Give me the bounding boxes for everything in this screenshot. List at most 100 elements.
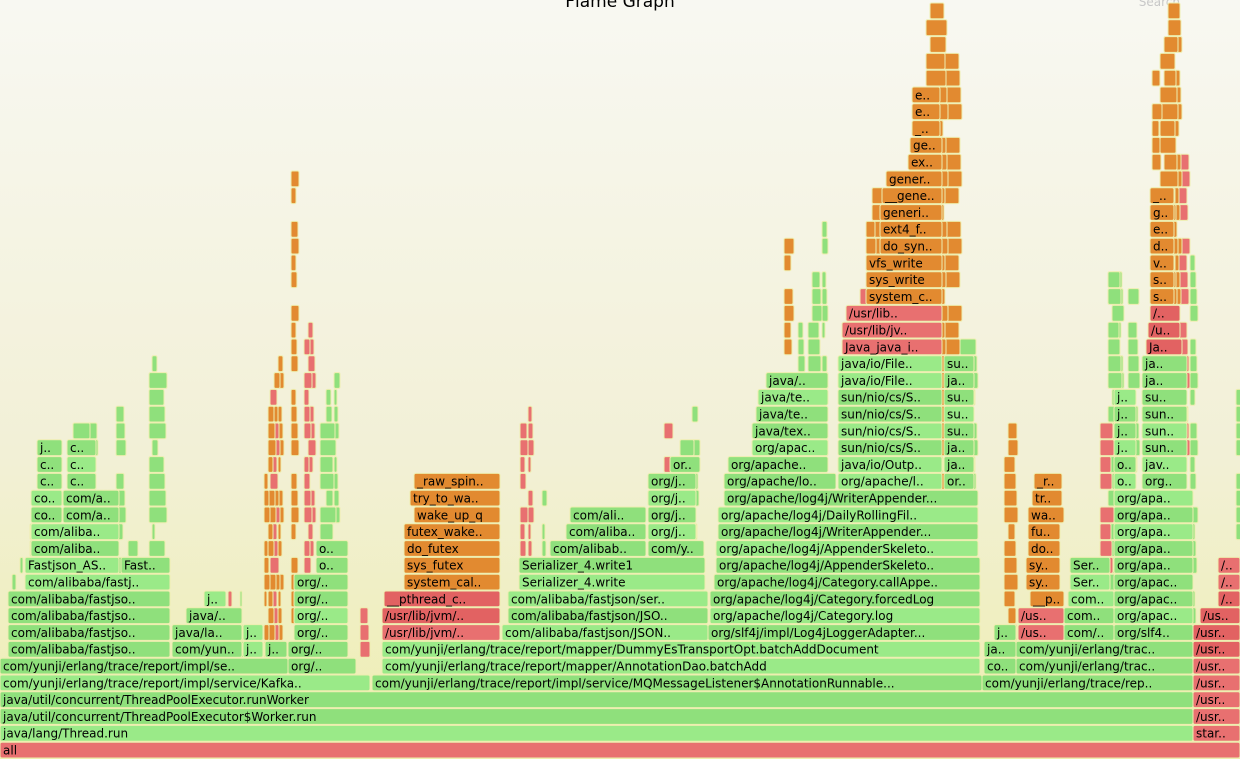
flame-frame-rect[interactable] xyxy=(171,624,243,641)
flame-frame-sliver[interactable] xyxy=(783,254,792,272)
flame-frame-rect[interactable] xyxy=(1113,590,1194,608)
flame-frame[interactable]: org/apache/log4j/AppenderSkeleto..org/ap… xyxy=(715,540,979,557)
flame-frame-sliver[interactable] xyxy=(1163,69,1177,87)
flame-frame-sliver[interactable] xyxy=(290,506,300,524)
flame-frame[interactable]: Serializer_4.writeSerializer_4.write xyxy=(518,573,706,591)
flame-frame[interactable]: su..su... xyxy=(1141,388,1188,406)
flame-frame-sliver[interactable] xyxy=(1235,472,1240,490)
flame-frame-rect[interactable] xyxy=(981,674,1194,692)
flame-frame-rect[interactable] xyxy=(1113,388,1137,406)
flame-frame[interactable]: org/apac..org/apac... xyxy=(1113,607,1194,625)
flame-frame-rect[interactable] xyxy=(315,556,349,574)
flame-frame-sliver[interactable] xyxy=(319,422,336,440)
flame-frame-sliver[interactable] xyxy=(691,405,699,423)
flame-frame[interactable]: java/la..java/la... xyxy=(171,624,243,641)
flame-frame-rect[interactable] xyxy=(837,439,943,457)
flame-frame[interactable]: ext4_f..ext4_f... xyxy=(879,220,943,238)
flame-frame[interactable]: j..j... xyxy=(993,624,1017,641)
flame-frame-sliver[interactable] xyxy=(303,489,312,507)
flame-frame[interactable]: com/ali..com/ali... xyxy=(569,506,647,524)
flame-frame[interactable]: ja..ja... xyxy=(1141,372,1188,389)
flame-frame[interactable]: org/apache..org/apache... xyxy=(727,456,829,473)
flame-frame-rect[interactable] xyxy=(837,355,943,373)
flame-frame[interactable]: java/..java/... xyxy=(185,607,243,625)
search-button[interactable]: Search xyxy=(1138,0,1180,9)
flame-frame[interactable]: sun..sun... xyxy=(1141,439,1188,457)
flame-frame[interactable]: j..j... xyxy=(264,640,288,658)
flame-frame-rect[interactable] xyxy=(1141,422,1188,440)
flame-frame-sliver[interactable] xyxy=(267,456,274,473)
flame-frame-rect[interactable] xyxy=(36,456,63,473)
flame-frame-rect[interactable] xyxy=(885,170,943,188)
flame-frame-sliver[interactable] xyxy=(1003,456,1016,473)
flame-frame-sliver[interactable] xyxy=(679,439,695,457)
flame-frame[interactable]: sys_futexsys_futex xyxy=(403,556,501,574)
flame-frame[interactable]: /usr../usr/lib/jvm/... xyxy=(1192,691,1240,709)
flame-frame[interactable]: com/aliba..com/aliba... xyxy=(565,523,647,541)
flame-frame[interactable]: com/aliba..com/aliba... xyxy=(30,523,120,541)
flame-frame[interactable]: fu..fu... xyxy=(1027,523,1061,541)
flame-frame[interactable]: /usr../usr... xyxy=(1192,624,1240,641)
flame-frame-sliver[interactable] xyxy=(267,422,276,440)
flame-frame-rect[interactable] xyxy=(24,573,171,591)
flame-frame-sliver[interactable] xyxy=(929,36,947,53)
flame-frame-sliver[interactable] xyxy=(263,472,269,490)
flame-frame-sliver[interactable] xyxy=(115,405,125,423)
flame-frame[interactable]: /../... xyxy=(1217,556,1240,574)
flame-frame-rect[interactable] xyxy=(1063,607,1115,625)
flame-frame-rect[interactable] xyxy=(1192,674,1240,692)
flame-frame-sliver[interactable] xyxy=(290,254,297,272)
flame-frame[interactable]: o..o... xyxy=(315,540,349,557)
flame-frame-sliver[interactable] xyxy=(1151,103,1163,121)
flame-frame-sliver[interactable] xyxy=(263,590,268,608)
flame-frame[interactable]: generi..generi... xyxy=(879,204,943,221)
flame-frame-rect[interactable] xyxy=(30,540,120,557)
flame-frame-rect[interactable] xyxy=(293,590,349,608)
flame-frame-rect[interactable] xyxy=(381,640,981,658)
flame-frame-sliver[interactable] xyxy=(333,489,340,507)
flame-frame-sliver[interactable] xyxy=(1099,472,1113,490)
flame-frame[interactable]: com/a..com/a... xyxy=(62,506,120,524)
flame-frame-sliver[interactable] xyxy=(148,456,165,473)
flame-frame-sliver[interactable] xyxy=(1127,288,1140,305)
flame-frame-sliver[interactable] xyxy=(127,540,139,557)
flame-frame[interactable]: j..j... xyxy=(242,640,264,658)
flame-frame[interactable]: su..su... xyxy=(943,355,975,373)
flame-frame-sliver[interactable] xyxy=(527,405,533,423)
flame-frame[interactable]: org/j..org/j... xyxy=(647,523,697,541)
flame-frame[interactable]: ex..ex... xyxy=(907,153,943,171)
flame-frame-rect[interactable] xyxy=(1141,439,1188,457)
flame-frame-rect[interactable] xyxy=(36,472,63,490)
flame-frame-sliver[interactable] xyxy=(303,338,311,356)
flame-frame[interactable]: tr..tr... xyxy=(1031,489,1063,507)
flame-frame-rect[interactable] xyxy=(1069,556,1111,574)
flame-frame-sliver[interactable] xyxy=(290,237,300,255)
flame-frame[interactable]: j..j... xyxy=(1113,422,1137,440)
flame-frame-sliver[interactable] xyxy=(290,187,297,205)
flame-frame-sliver[interactable] xyxy=(1235,489,1240,507)
flame-frame-sliver[interactable] xyxy=(1189,422,1198,440)
flame-frame-rect[interactable] xyxy=(66,439,97,457)
flame-frame[interactable]: org/apa..org/apa... xyxy=(1113,540,1194,557)
flame-frame-sliver[interactable] xyxy=(821,237,829,255)
flame-frame[interactable]: org/..org/... xyxy=(293,590,349,608)
flame-frame[interactable]: /us../us... xyxy=(1017,624,1065,641)
flame-frame-rect[interactable] xyxy=(569,506,647,524)
flame-frame-rect[interactable] xyxy=(264,640,288,658)
flame-frame[interactable]: java/..java/... xyxy=(765,372,829,389)
flame-frame-rect[interactable] xyxy=(707,624,981,641)
flame-frame-rect[interactable] xyxy=(549,540,647,557)
flame-frame[interactable]: com/alibaba/fastjso..com/alibaba/fastjso… xyxy=(7,640,171,658)
flame-frame-sliver[interactable] xyxy=(148,372,168,389)
flame-frame-rect[interactable] xyxy=(1217,573,1240,591)
flame-frame[interactable]: c..c... xyxy=(36,472,63,490)
flame-frame[interactable]: co..co... xyxy=(30,506,63,524)
flame-frame[interactable]: __pthread_c..__pthread_c... xyxy=(383,590,501,608)
flame-frame-rect[interactable] xyxy=(715,556,981,574)
flame-frame[interactable]: java/io/File..java/io/File... xyxy=(837,372,943,389)
flame-frame-sliver[interactable] xyxy=(1111,304,1125,322)
flame-frame-rect[interactable] xyxy=(1192,708,1240,725)
flame-frame-rect[interactable] xyxy=(943,405,975,423)
flame-frame-sliver[interactable] xyxy=(115,439,127,457)
flame-frame[interactable]: allall xyxy=(0,741,1240,759)
